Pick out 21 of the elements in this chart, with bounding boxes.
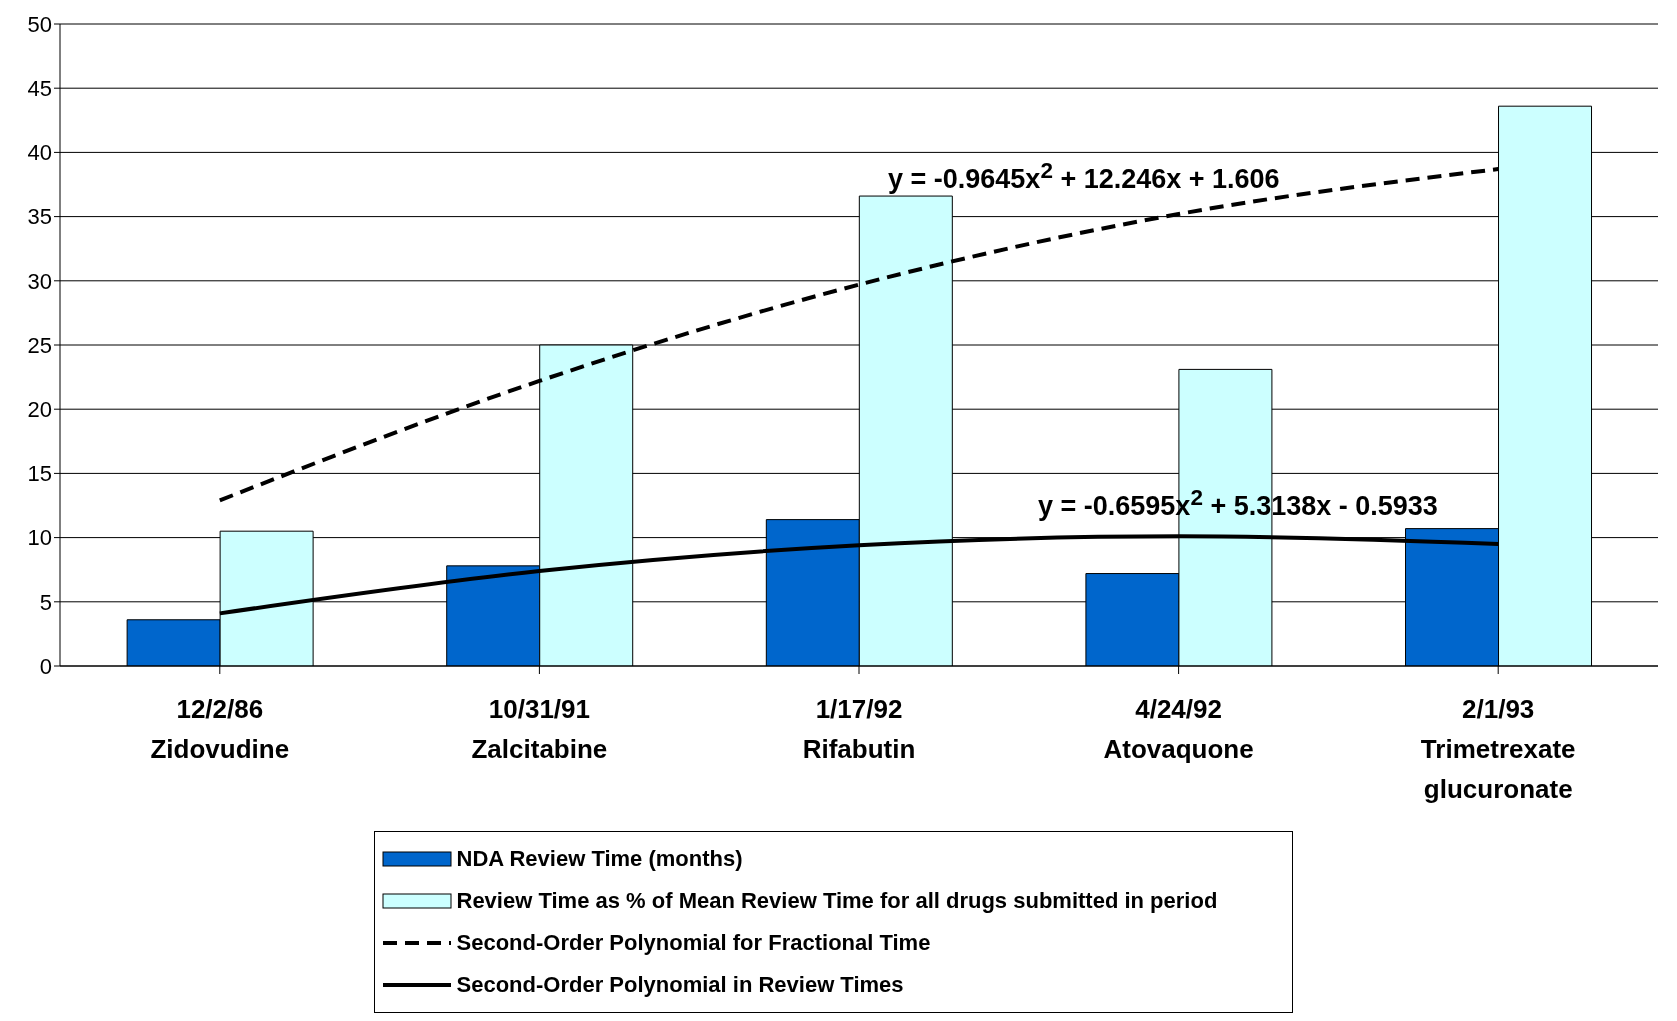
- y-tick-label: 15: [27, 461, 52, 487]
- x-tick-label: 12/2/86 Zidovudine: [150, 694, 290, 764]
- x-tick-label: 4/24/92 Atovaquone: [1103, 694, 1254, 764]
- y-tick-label: 30: [27, 268, 52, 294]
- y-tick-label: 50: [27, 11, 52, 37]
- legend-label: Review Time as % of Mean Review Time for all drugs submitted in period: [456, 888, 1218, 914]
- x-tick-label: 10/31/91 Zalcitabine: [471, 694, 608, 764]
- legend-label: NDA Review Time (months): [456, 846, 743, 872]
- legend-label: Second-Order Polynomial for Fractional Time: [456, 930, 931, 956]
- y-tick-label: 5: [39, 589, 52, 615]
- y-tick-label: 45: [27, 76, 52, 102]
- y-tick-label: 35: [27, 204, 52, 230]
- y-tick-label: 0: [39, 653, 52, 679]
- y-tick-label: 40: [27, 140, 52, 166]
- x-tick-label: 2/1/93 Trimetrexate glucuronate: [1420, 694, 1576, 804]
- y-tick-label: 20: [27, 397, 52, 423]
- legend-label: Second-Order Polynomial in Review Times: [456, 972, 904, 998]
- annotation: y = -0.9645x$^{2}$ + 12.246x + 1.606: [888, 158, 1280, 195]
- y-tick-label: 10: [27, 525, 52, 551]
- x-tick-label: 1/17/92 Rifabutin: [802, 694, 916, 764]
- y-tick-label: 25: [27, 332, 52, 358]
